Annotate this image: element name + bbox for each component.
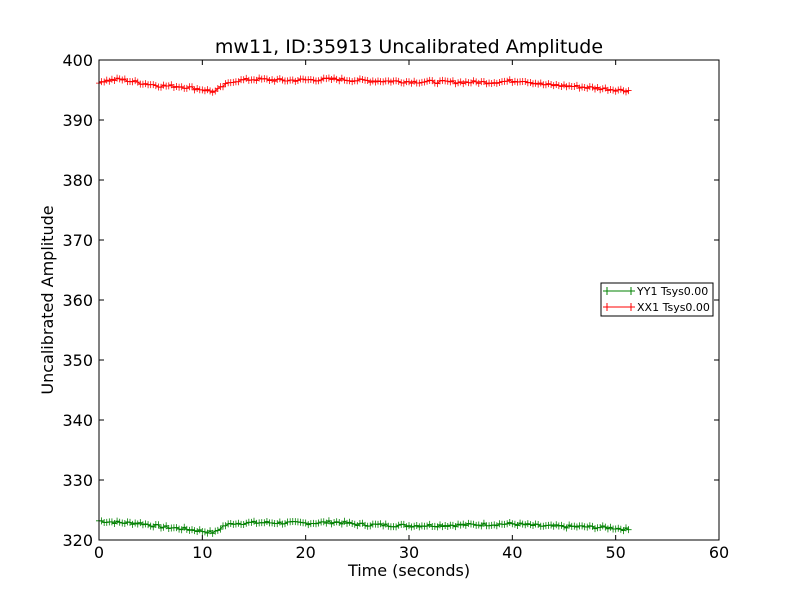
x-tick-label: 10	[192, 543, 212, 562]
y-tick-label: 360	[62, 291, 93, 310]
x-tick-label: 60	[709, 543, 729, 562]
y-tick-label: 340	[62, 411, 93, 430]
legend-entry-xx1: XX1 Tsys0.00	[603, 301, 710, 314]
y-tick-label: 330	[62, 471, 93, 490]
x-tick-label: 0	[94, 543, 104, 562]
x-axis-label: Time (seconds)	[347, 561, 470, 580]
y-tick-label: 370	[62, 231, 93, 250]
ticks-layer: 0 10 20 30 40 50 60 320 330 340 350 360 370 380 390 400	[62, 51, 729, 562]
legend-label-xx1: XX1 Tsys0.00	[637, 301, 710, 314]
x-tick-label: 20	[295, 543, 315, 562]
y-tick-label: 390	[62, 111, 93, 130]
legend-label-yy1: YY1 Tsys0.00	[636, 285, 708, 298]
x-tick-label: 50	[605, 543, 625, 562]
x-tick-label: 40	[502, 543, 522, 562]
y-tick-label: 350	[62, 351, 93, 370]
chart-title: mw11, ID:35913 Uncalibrated Amplitude	[215, 36, 603, 58]
y-axis-label: Uncalibrated Amplitude	[38, 205, 57, 394]
legend-box	[600, 282, 714, 317]
plot-frame	[98, 59, 720, 541]
series-0	[96, 517, 632, 537]
y-tick-label: 400	[62, 51, 93, 70]
y-tick-label: 320	[62, 531, 93, 550]
x-tick-label: 30	[399, 543, 419, 562]
y-tick-label: 380	[62, 171, 93, 190]
legend-entry-yy1: YY1 Tsys0.00	[603, 285, 708, 298]
legend: YY1 Tsys0.00 XX1 Tsys0.00	[600, 282, 714, 317]
